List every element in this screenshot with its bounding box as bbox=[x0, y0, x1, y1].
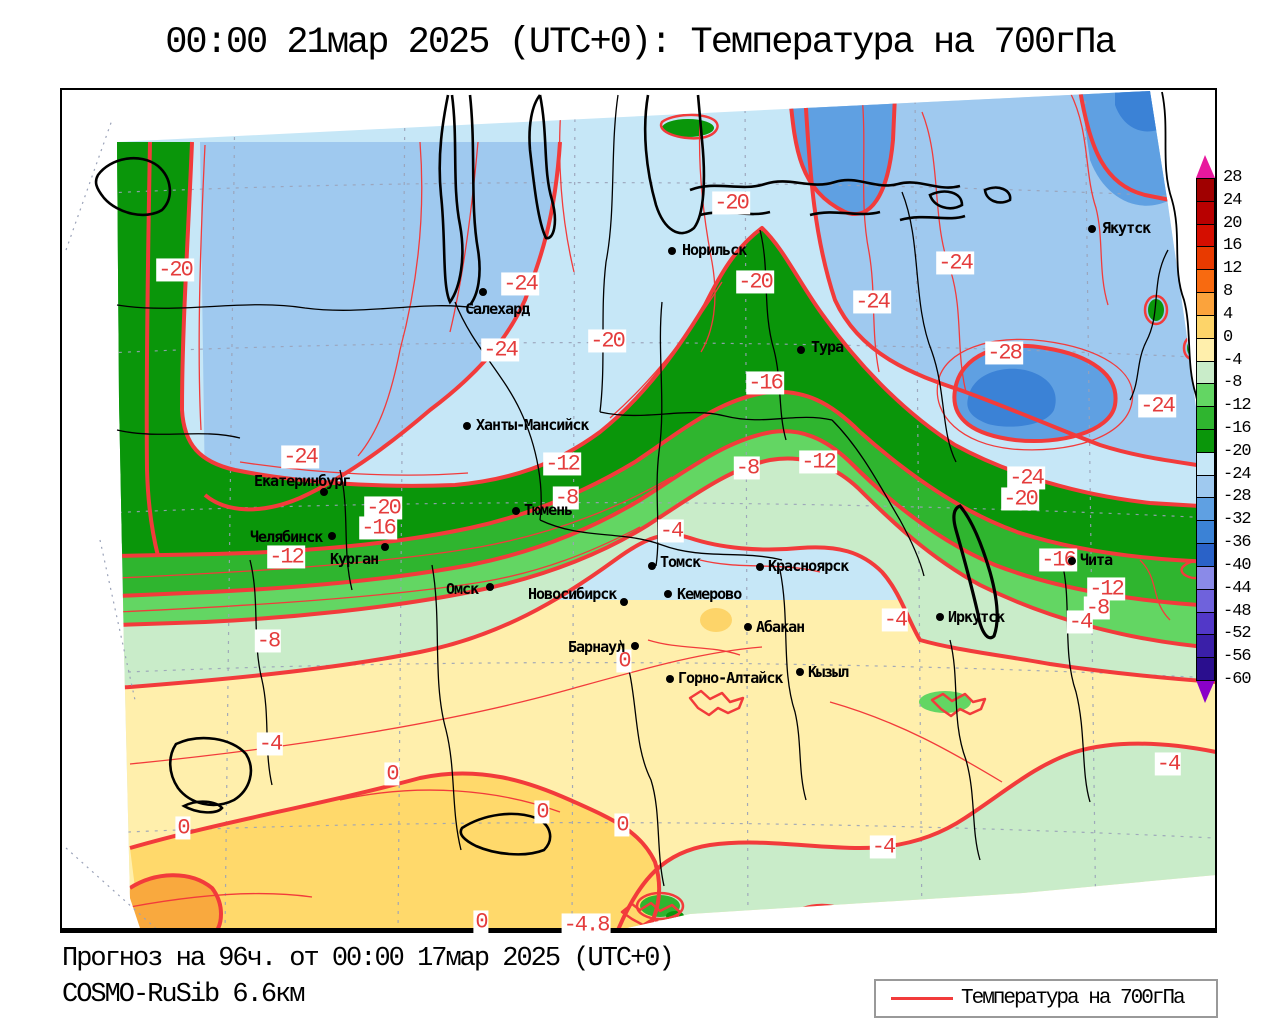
colorbar-tick-label: -4 bbox=[1223, 350, 1242, 370]
colorbar-tick-label: -52 bbox=[1223, 624, 1252, 644]
map bbox=[60, 88, 1217, 933]
colorbar-cell bbox=[1196, 178, 1215, 202]
colorbar-cell bbox=[1196, 292, 1215, 316]
temperature-field-svg bbox=[65, 91, 1215, 928]
colorbar-cell bbox=[1196, 383, 1215, 408]
colorbar-tick-label: -8 bbox=[1223, 373, 1242, 393]
colorbar-tick-label: -24 bbox=[1223, 464, 1252, 484]
colorbar-cell bbox=[1196, 657, 1215, 681]
temperature-bands bbox=[117, 91, 1215, 928]
colorbar-tick-label: -12 bbox=[1223, 396, 1252, 416]
colorbar-cell bbox=[1196, 611, 1215, 636]
colorbar-cell bbox=[1196, 223, 1215, 248]
legend-label: Температура на 700гПа bbox=[961, 987, 1186, 1010]
colorbar-cell bbox=[1196, 269, 1215, 294]
colorbar-tick-label: 20 bbox=[1223, 213, 1242, 233]
colorbar-cell bbox=[1196, 497, 1215, 522]
colorbar-tick-label: -60 bbox=[1223, 670, 1252, 689]
colorbar-tick-label: 0 bbox=[1223, 327, 1233, 347]
colorbar-tick-label: 24 bbox=[1223, 190, 1242, 210]
colorbar-tick-label: -32 bbox=[1223, 510, 1252, 530]
colorbar-cell bbox=[1196, 360, 1215, 385]
legend: Температура на 700гПа bbox=[874, 979, 1218, 1018]
colorbar-cell bbox=[1196, 246, 1215, 271]
forecast-info: Прогноз на 96ч. от 00:00 17мар 2025 (UTC… bbox=[62, 944, 675, 974]
colorbar-tick-label: 28 bbox=[1223, 168, 1242, 187]
model-info: COSMO-RuSib 6.6км bbox=[62, 980, 305, 1010]
colorbar-cell bbox=[1196, 337, 1215, 362]
colorbar-tick-label: -36 bbox=[1223, 533, 1252, 553]
colorbar-cell bbox=[1196, 429, 1215, 453]
colorbar-cell bbox=[1196, 588, 1215, 613]
colorbar-cell bbox=[1196, 543, 1215, 567]
colorbar-cell bbox=[1196, 474, 1215, 499]
thin-contours bbox=[117, 91, 1171, 908]
colorbar bbox=[1196, 155, 1215, 703]
colorbar-over-triangle bbox=[1196, 155, 1215, 178]
colorbar-cell bbox=[1196, 451, 1215, 476]
colorbar-tick-label: -28 bbox=[1223, 487, 1252, 507]
colorbar-under-triangle bbox=[1196, 680, 1215, 703]
colorbar-cell bbox=[1196, 565, 1215, 590]
colorbar-tick-label: 12 bbox=[1223, 259, 1242, 279]
colorbar-tick-label: -16 bbox=[1223, 419, 1252, 438]
colorbar-tick-label: 8 bbox=[1223, 282, 1233, 302]
colorbar-cell bbox=[1196, 520, 1215, 545]
colorbar-tick-label: 4 bbox=[1223, 304, 1233, 324]
colorbar-tick-label: -40 bbox=[1223, 555, 1252, 575]
colorbar-tick-label: 16 bbox=[1223, 236, 1242, 256]
colorbar-tick-label: -44 bbox=[1223, 578, 1252, 598]
geography bbox=[65, 91, 1206, 928]
colorbar-cell bbox=[1196, 634, 1215, 659]
page-title: 00:00 21мар 2025 (UTC+0): Температура на… bbox=[165, 22, 1117, 64]
colorbar-tick-label: -56 bbox=[1223, 647, 1252, 667]
legend-line-sample bbox=[891, 997, 953, 1000]
colorbar-tick-label: -20 bbox=[1223, 441, 1252, 461]
colorbar-cell bbox=[1196, 314, 1215, 339]
colorbar-tick-label: -48 bbox=[1223, 601, 1252, 621]
colorbar-cell bbox=[1196, 200, 1215, 225]
colorbar-cell bbox=[1196, 406, 1215, 430]
